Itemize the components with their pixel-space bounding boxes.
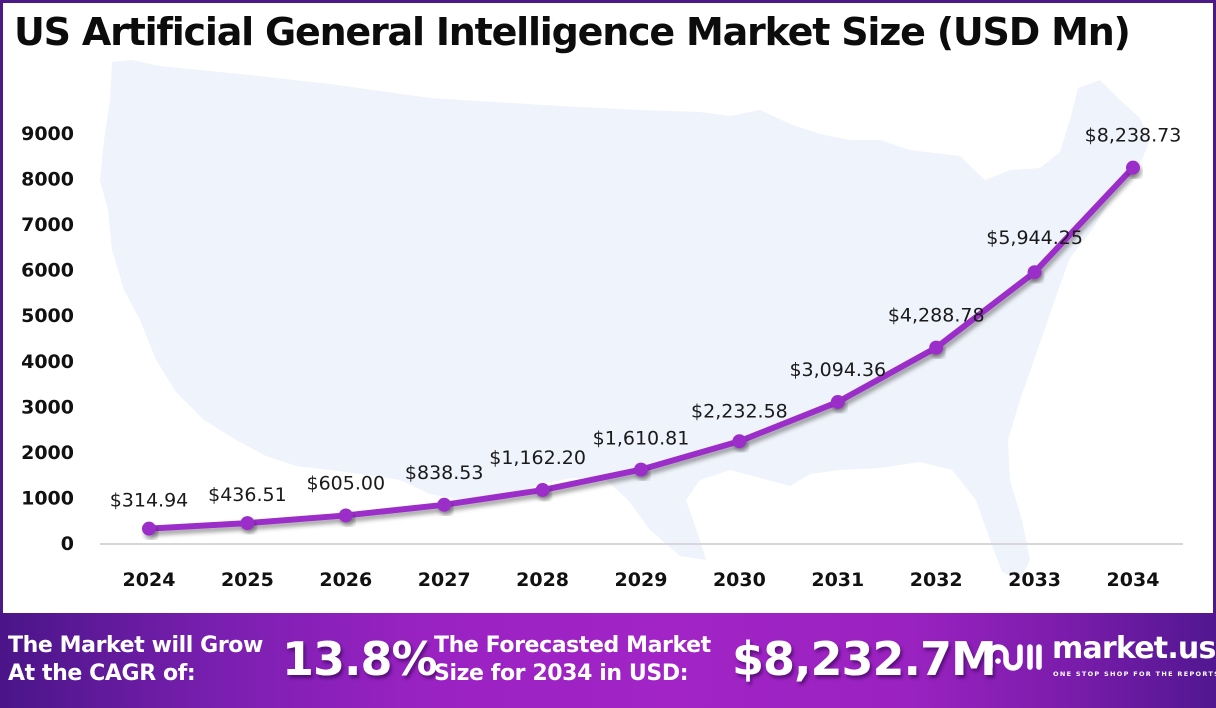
data-point-2028 [535,483,550,498]
data-point-2033 [1027,265,1042,280]
brand-tagline: ONE STOP SHOP FOR THE REPORTS [1053,670,1216,678]
chart-title: US Artificial General Intelligence Marke… [14,10,1131,54]
y-tick-label: 5000 [21,305,74,327]
y-tick-label: 0 [61,533,74,555]
data-labels: $314.94 $436.51 $605.00 $838.53$1,162.20 $1,… [110,125,1182,512]
x-tick-label: 2025 [221,569,274,591]
data-label-2034: $8,238.73 [1085,125,1182,147]
brand-name: market.us [1052,631,1216,666]
x-tick-label: 2030 [713,569,766,591]
data-label-2029: $1,610.81 [593,428,690,450]
data-point-2025 [240,516,255,531]
market-us-logo-icon [987,644,1042,671]
forecast-value: $8,232.7M [732,632,997,686]
forecast-label-line1: The Forecasted Market [434,633,711,658]
y-tick-label: 1000 [21,487,74,509]
y-tick-label: 7000 [21,214,74,236]
data-point-2034 [1126,160,1140,175]
data-label-2024: $314.94 [110,490,189,512]
data-label-2025: $436.51 [208,484,287,506]
cagr-label-line2: At the CAGR of: [8,661,196,686]
data-point-2029 [634,462,648,477]
x-tick-label: 2027 [418,569,471,591]
data-point-2032 [929,340,944,355]
data-point-2024 [142,521,156,536]
x-tick-label: 2024 [123,569,176,591]
x-axis-ticks: 2024 2025 2026 2027 2028 2029 2030 2031 2032 2033… [123,569,1160,591]
cagr-value: 13.8% [282,632,438,686]
x-tick-label: 2031 [811,569,864,591]
data-point-2026 [338,508,353,523]
data-label-2031: $3,094.36 [789,359,886,381]
data-label-2026: $605.00 [307,472,386,494]
data-point-2030 [732,434,747,449]
y-tick-label: 8000 [21,169,74,191]
y-tick-label: 6000 [21,260,74,282]
x-tick-label: 2032 [910,569,963,591]
data-point-2027 [437,497,452,512]
summary-footer: The Market will Grow At the CAGR of: 13.… [0,613,1216,708]
y-axis-ticks: 0 1000 2000 3000 4000 5000 6000 7000 8000 9000 [21,123,74,555]
x-tick-label: 2026 [319,569,372,591]
data-label-2027: $838.53 [405,462,484,484]
x-tick-label: 2033 [1008,569,1061,591]
y-tick-label: 9000 [21,123,74,145]
forecast-label-line2: Size for 2034 in USD: [434,661,689,686]
line-series [142,160,1140,536]
chart-svg: 0 1000 2000 3000 4000 5000 6000 7000 8000 9000 20… [21,60,1183,591]
data-label-2033: $5,944.25 [986,227,1083,249]
data-point-2031 [830,395,845,410]
data-label-2028: $1,162.20 [489,447,586,469]
y-tick-label: 3000 [21,396,74,418]
x-tick-label: 2029 [615,569,668,591]
us-map-background [100,60,1150,580]
x-tick-label: 2028 [516,569,569,591]
data-label-2030: $2,232.58 [691,400,788,422]
y-tick-label: 2000 [21,442,74,464]
x-tick-label: 2034 [1107,569,1160,591]
cagr-label-line1: The Market will Grow [8,633,263,658]
data-label-2032: $4,288.78 [888,305,985,327]
y-tick-label: 4000 [21,351,74,373]
